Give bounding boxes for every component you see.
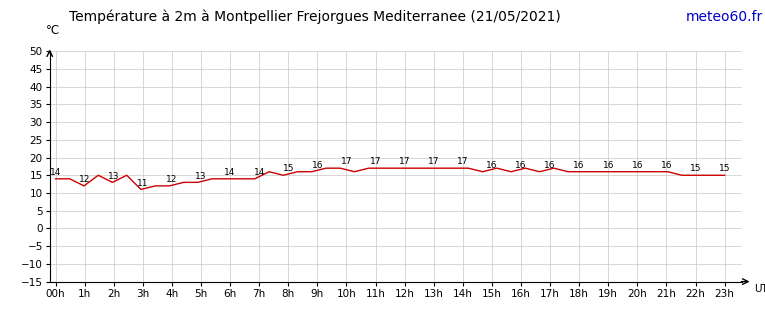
Text: 16: 16 xyxy=(515,161,527,170)
Text: 16: 16 xyxy=(661,161,672,170)
Text: 17: 17 xyxy=(428,157,439,166)
Text: 16: 16 xyxy=(486,161,497,170)
Text: 13: 13 xyxy=(195,172,207,180)
Text: 17: 17 xyxy=(369,157,381,166)
Text: 12: 12 xyxy=(166,175,177,184)
Text: 16: 16 xyxy=(545,161,556,170)
Text: 14: 14 xyxy=(224,168,236,177)
Text: UTC: UTC xyxy=(754,284,765,294)
Text: 14: 14 xyxy=(50,168,61,177)
Text: 17: 17 xyxy=(340,157,352,166)
Text: 17: 17 xyxy=(457,157,468,166)
Text: 12: 12 xyxy=(79,175,90,184)
Text: 13: 13 xyxy=(108,172,119,180)
Text: 15: 15 xyxy=(690,164,702,173)
Text: °C: °C xyxy=(46,24,60,37)
Text: 14: 14 xyxy=(253,168,265,177)
Text: meteo60.fr: meteo60.fr xyxy=(686,10,763,24)
Text: 15: 15 xyxy=(282,164,294,173)
Text: 17: 17 xyxy=(399,157,410,166)
Text: 15: 15 xyxy=(719,164,731,173)
Text: 11: 11 xyxy=(137,179,148,188)
Text: 16: 16 xyxy=(603,161,614,170)
Text: 16: 16 xyxy=(574,161,585,170)
Text: 16: 16 xyxy=(632,161,643,170)
Text: Température à 2m à Montpellier Frejorgues Mediterranee (21/05/2021): Température à 2m à Montpellier Frejorgue… xyxy=(69,10,561,24)
Text: 16: 16 xyxy=(311,161,323,170)
